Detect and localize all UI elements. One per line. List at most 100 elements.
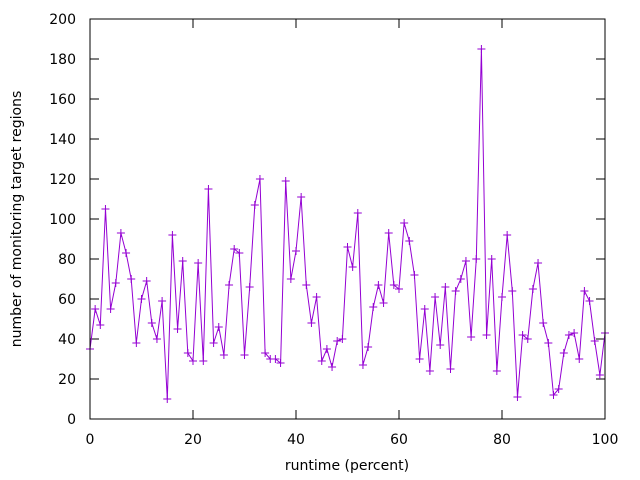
y-tick-label: 60 bbox=[58, 292, 76, 308]
data-point bbox=[420, 305, 429, 313]
y-tick-label: 0 bbox=[67, 412, 76, 428]
data-point bbox=[570, 329, 579, 337]
x-tick-label: 100 bbox=[592, 432, 619, 448]
y-tick-label: 20 bbox=[58, 372, 76, 388]
y-tick-label: 200 bbox=[49, 12, 76, 28]
data-point bbox=[369, 303, 378, 311]
y-tick-label: 100 bbox=[49, 212, 76, 228]
y-axis-label: number of monitoring target regions bbox=[9, 91, 25, 348]
y-tick-label: 140 bbox=[49, 132, 76, 148]
data-point bbox=[214, 323, 223, 331]
data-point bbox=[451, 287, 460, 295]
data-point bbox=[595, 371, 604, 379]
x-tick-label: 60 bbox=[390, 432, 408, 448]
data-point bbox=[235, 249, 244, 257]
data-point bbox=[477, 45, 486, 53]
data-point bbox=[194, 259, 203, 267]
data-point bbox=[585, 297, 594, 305]
data-point bbox=[590, 337, 599, 345]
data-point bbox=[503, 231, 512, 239]
data-point bbox=[209, 339, 218, 347]
data-point bbox=[307, 319, 316, 327]
data-point bbox=[137, 295, 146, 303]
data-point bbox=[415, 355, 424, 363]
x-tick-label: 0 bbox=[86, 432, 95, 448]
data-point bbox=[379, 299, 388, 307]
data-point bbox=[508, 287, 517, 295]
data-point bbox=[204, 185, 213, 193]
data-point bbox=[338, 335, 347, 343]
data-point bbox=[498, 293, 506, 301]
data-point bbox=[111, 279, 120, 287]
data-point bbox=[513, 393, 522, 401]
data-point bbox=[348, 263, 357, 271]
data-point bbox=[106, 305, 115, 313]
data-point bbox=[286, 275, 295, 283]
data-point bbox=[189, 357, 197, 365]
data-point bbox=[199, 357, 208, 365]
y-tick-label: 80 bbox=[58, 252, 76, 268]
data-point bbox=[152, 335, 161, 343]
data-point bbox=[116, 229, 125, 237]
data-point bbox=[395, 285, 403, 293]
data-point bbox=[225, 281, 234, 289]
tick-labels: 0 20 40 60 80 100 0 20 40 60 80 100 120 140 160 180 200 bbox=[49, 12, 618, 448]
data-point bbox=[446, 365, 455, 373]
data-point bbox=[230, 245, 239, 253]
series-line bbox=[89, 48, 606, 400]
data-point bbox=[328, 363, 337, 371]
data-point bbox=[96, 321, 105, 329]
data-point bbox=[178, 257, 187, 265]
data-point bbox=[240, 351, 249, 359]
data-point bbox=[132, 339, 141, 347]
data-point bbox=[487, 255, 496, 263]
data-point bbox=[425, 367, 434, 375]
data-point bbox=[158, 297, 167, 305]
data-series bbox=[86, 45, 609, 403]
data-point bbox=[405, 237, 414, 245]
data-point bbox=[292, 247, 300, 255]
data-point bbox=[343, 243, 352, 251]
data-point bbox=[255, 175, 264, 183]
y-tick-label: 40 bbox=[58, 332, 76, 348]
data-point bbox=[575, 355, 584, 363]
data-point bbox=[127, 275, 136, 283]
axis-ticks bbox=[89, 18, 606, 420]
data-point bbox=[219, 351, 228, 359]
data-point bbox=[467, 333, 476, 341]
data-point bbox=[322, 345, 331, 353]
data-point bbox=[312, 293, 321, 301]
data-point bbox=[173, 325, 182, 333]
data-point bbox=[317, 357, 326, 365]
data-point bbox=[101, 205, 110, 213]
data-point bbox=[400, 219, 409, 227]
data-point bbox=[353, 209, 362, 217]
data-point bbox=[518, 331, 527, 339]
data-point bbox=[559, 349, 568, 357]
data-point bbox=[472, 255, 481, 263]
data-point bbox=[147, 319, 156, 327]
x-tick-label: 20 bbox=[184, 432, 202, 448]
data-point bbox=[163, 395, 172, 403]
plot-frame bbox=[89, 18, 606, 420]
data-point bbox=[554, 385, 563, 393]
data-point bbox=[431, 293, 440, 301]
data-point bbox=[271, 355, 280, 363]
data-point bbox=[528, 285, 537, 293]
data-point bbox=[549, 391, 558, 399]
data-point bbox=[297, 193, 306, 201]
data-point bbox=[302, 281, 311, 289]
data-point bbox=[384, 229, 393, 237]
data-point bbox=[580, 287, 589, 295]
data-point bbox=[436, 341, 445, 349]
data-point bbox=[482, 331, 491, 339]
data-point bbox=[534, 259, 543, 267]
data-point bbox=[410, 271, 419, 279]
y-tick-label: 180 bbox=[49, 52, 76, 68]
x-tick-label: 80 bbox=[493, 432, 511, 448]
data-point bbox=[358, 361, 367, 369]
data-point bbox=[539, 319, 548, 327]
data-point bbox=[245, 283, 254, 291]
data-point bbox=[564, 331, 573, 339]
